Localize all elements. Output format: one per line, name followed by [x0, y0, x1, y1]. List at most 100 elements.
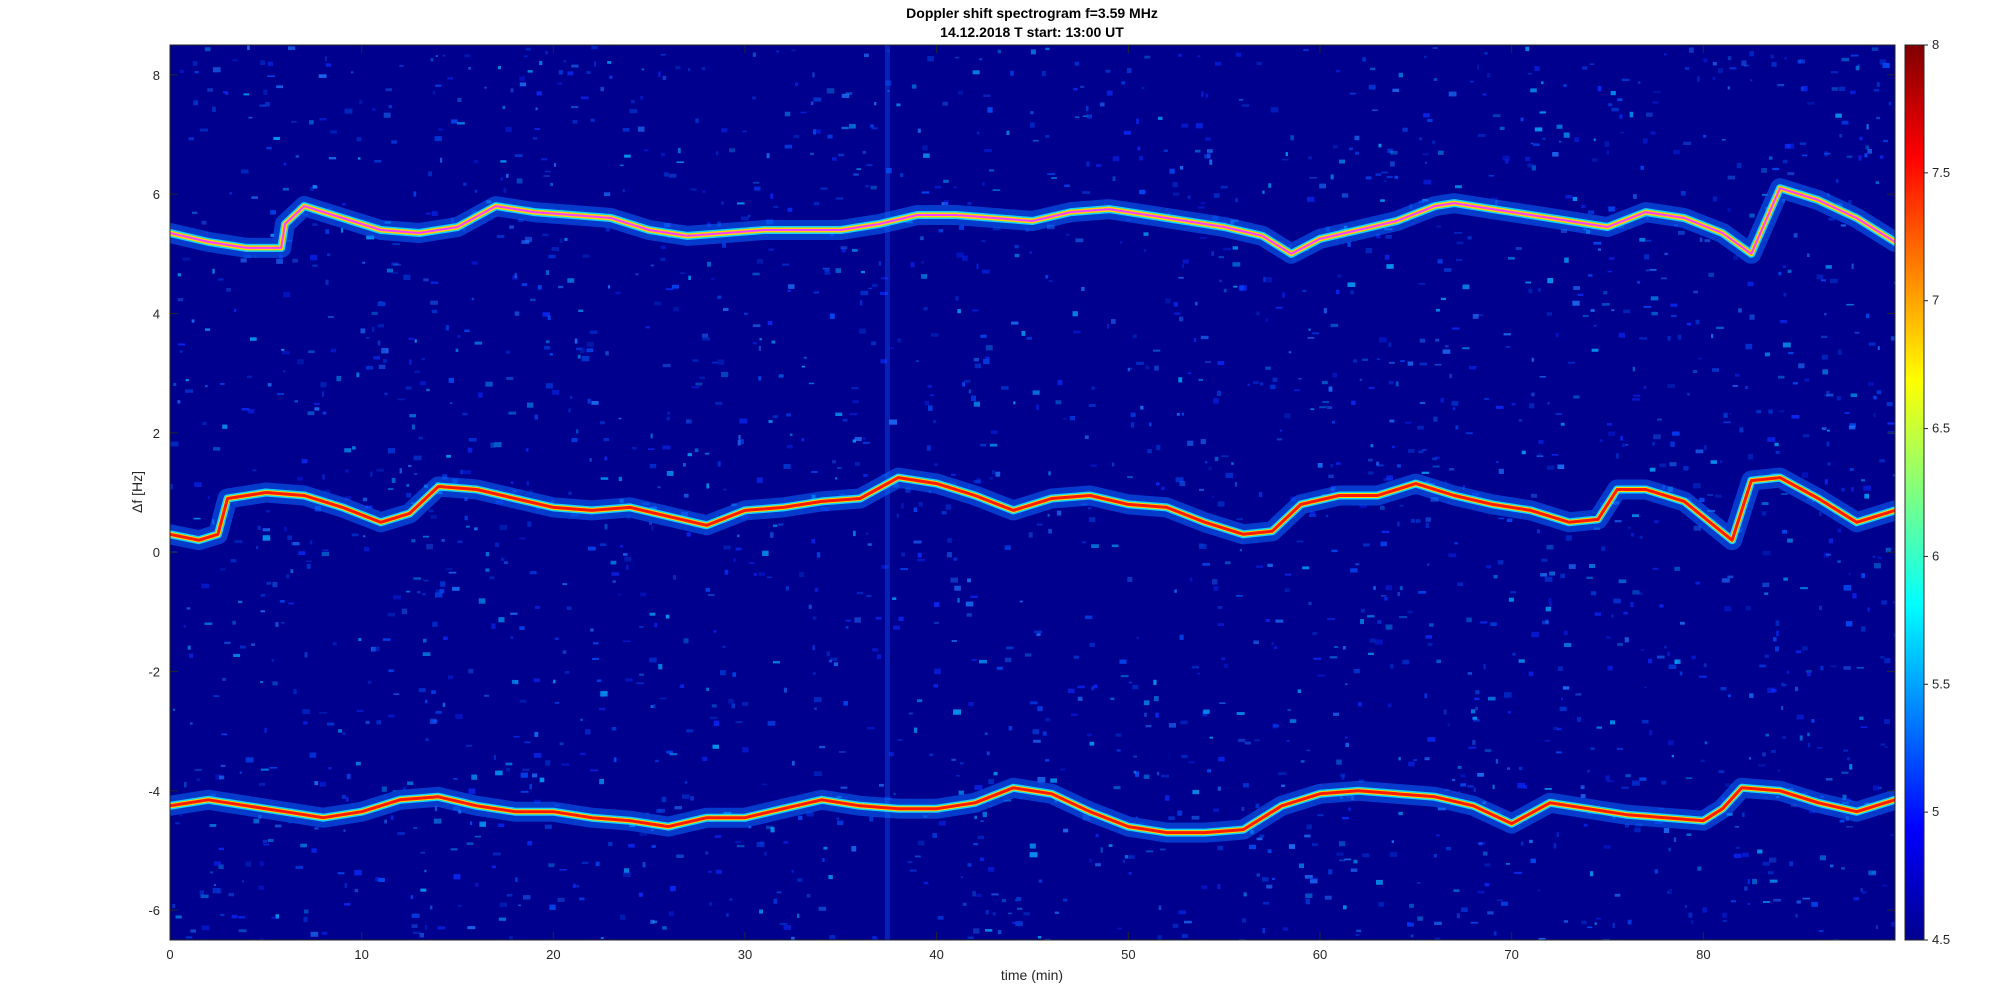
noise-speckle — [1168, 816, 1175, 820]
noise-speckle — [518, 904, 521, 907]
noise-speckle — [1400, 360, 1405, 363]
noise-speckle — [399, 468, 402, 474]
noise-speckle — [813, 129, 821, 134]
noise-speckle — [729, 898, 733, 901]
noise-speckle — [1877, 346, 1880, 350]
noise-speckle — [445, 325, 449, 331]
noise-speckle — [547, 315, 551, 321]
noise-speckle — [322, 474, 325, 480]
noise-speckle — [1798, 363, 1805, 369]
noise-speckle — [611, 727, 617, 731]
noise-speckle — [973, 357, 979, 362]
noise-speckle — [654, 301, 662, 306]
noise-speckle — [1275, 306, 1283, 309]
noise-speckle — [309, 752, 317, 758]
noise-speckle — [1712, 62, 1717, 66]
noise-speckle — [1591, 158, 1598, 162]
noise-speckle — [1542, 620, 1549, 625]
noise-speckle — [1876, 390, 1882, 395]
noise-speckle — [314, 827, 319, 830]
x-tick-label: 30 — [738, 947, 752, 962]
noise-speckle — [441, 539, 445, 542]
noise-speckle — [729, 148, 735, 153]
noise-speckle — [810, 101, 814, 105]
noise-speckle — [1879, 155, 1884, 159]
noise-speckle — [1582, 314, 1589, 318]
noise-speckle — [1127, 476, 1133, 479]
noise-speckle — [1646, 112, 1653, 117]
x-axis: 0 10 20 30 40 50 60 70 80 — [166, 45, 1711, 962]
noise-speckle — [841, 126, 849, 130]
noise-speckle — [345, 496, 352, 501]
noise-speckle — [1807, 102, 1815, 105]
noise-speckle — [414, 370, 421, 373]
noise-speckle — [791, 760, 795, 766]
noise-speckle — [1499, 126, 1505, 130]
noise-speckle — [1873, 563, 1881, 569]
noise-speckle — [378, 364, 386, 369]
noise-speckle — [288, 46, 296, 50]
noise-speckle — [909, 869, 917, 872]
noise-speckle — [1640, 649, 1644, 651]
noise-speckle — [1557, 666, 1563, 671]
noise-speckle — [733, 558, 736, 563]
noise-speckle — [665, 614, 670, 619]
noise-speckle — [1466, 617, 1472, 623]
noise-speckle — [1088, 517, 1096, 523]
noise-speckle — [955, 296, 959, 301]
noise-speckle — [1350, 290, 1355, 295]
noise-speckle — [1704, 445, 1707, 450]
noise-speckle — [1201, 91, 1204, 97]
noise-speckle — [650, 264, 655, 267]
noise-speckle — [365, 720, 370, 724]
noise-speckle — [1188, 761, 1195, 764]
noise-speckle — [1690, 919, 1694, 925]
noise-speckle — [1461, 907, 1468, 912]
noise-speckle — [1156, 482, 1160, 486]
noise-speckle — [1473, 787, 1476, 793]
noise-speckle — [1827, 462, 1831, 466]
noise-speckle — [1045, 759, 1050, 762]
noise-speckle — [782, 263, 790, 266]
noise-speckle — [498, 917, 507, 921]
noise-speckle — [1037, 936, 1042, 939]
noise-speckle — [1557, 464, 1565, 469]
noise-speckle — [1100, 847, 1103, 853]
noise-speckle — [1862, 891, 1867, 894]
noise-speckle — [929, 753, 934, 757]
noise-speckle — [1667, 891, 1670, 894]
noise-speckle — [1857, 63, 1861, 67]
noise-speckle — [276, 258, 283, 264]
noise-speckle — [1590, 747, 1595, 750]
noise-speckle — [1225, 472, 1234, 479]
noise-speckle — [1177, 810, 1183, 816]
noise-speckle — [1326, 514, 1329, 517]
noise-speckle — [1643, 138, 1648, 144]
noise-speckle — [284, 527, 287, 532]
noise-speckle — [1534, 127, 1543, 132]
noise-speckle — [1842, 794, 1847, 801]
noise-speckle — [888, 347, 895, 349]
noise-speckle — [963, 380, 968, 383]
noise-speckle — [1200, 237, 1207, 239]
noise-speckle — [1712, 76, 1716, 80]
noise-speckle — [1281, 784, 1285, 787]
noise-speckle — [192, 60, 198, 66]
noise-speckle — [1256, 837, 1263, 841]
noise-speckle — [1265, 619, 1270, 623]
noise-speckle — [647, 448, 655, 450]
noise-speckle — [1668, 664, 1677, 669]
noise-speckle — [1771, 750, 1776, 753]
noise-speckle — [1837, 560, 1841, 563]
noise-speckle — [1055, 400, 1062, 405]
noise-speckle — [637, 126, 645, 132]
noise-speckle — [536, 91, 542, 96]
noise-speckle — [1795, 914, 1798, 918]
noise-speckle — [1284, 588, 1290, 593]
noise-speckle — [1547, 402, 1550, 405]
noise-speckle — [418, 436, 423, 440]
noise-speckle — [1851, 263, 1854, 269]
noise-speckle — [491, 623, 496, 629]
noise-speckle — [914, 855, 921, 858]
noise-speckle — [1698, 357, 1702, 360]
